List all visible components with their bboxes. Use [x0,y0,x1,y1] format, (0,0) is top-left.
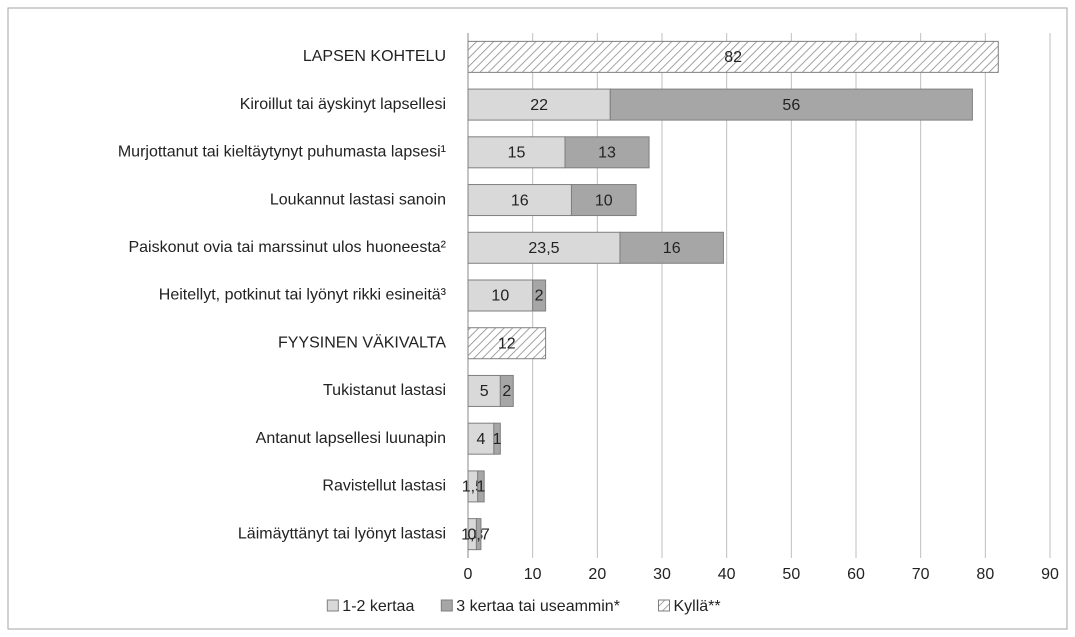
y-tick-label: Antanut lapsellesi luunapin [256,430,446,447]
data-label: 22 [530,97,548,114]
bar [619,231,724,264]
x-tick-label: 40 [718,566,736,583]
bar [477,470,485,503]
bar [467,279,534,312]
bar [499,374,514,407]
y-tick-label: LAPSEN KOHTELU [303,48,446,65]
x-tick-label: 10 [524,566,542,583]
legend-label: 3 kertaa tai useammin* [456,598,620,615]
bar [564,136,650,169]
data-label: 82 [724,49,742,66]
x-tick-label: 50 [782,566,800,583]
bar [475,518,482,551]
data-label: 56 [782,97,800,114]
data-label: 1 [476,479,485,496]
data-label: 2 [502,383,511,400]
y-tick-label: Tukistanut lastasi [323,382,446,399]
bar [467,40,999,73]
bar [609,88,973,121]
x-tick-label: 60 [847,566,865,583]
x-tick-label: 30 [653,566,671,583]
data-label: 1 [493,431,502,448]
bar [532,279,547,312]
data-label: 2 [535,288,544,305]
legend-swatch [326,599,339,612]
x-tick-label: 70 [912,566,930,583]
chart-border [7,7,1068,630]
bar [467,327,547,360]
data-label: 10 [595,192,613,209]
legend-swatch [440,599,453,612]
data-label: 0,7 [468,526,490,543]
data-label: 16 [663,240,681,257]
data-label: 4 [476,431,485,448]
bar [467,422,495,455]
data-label: 5 [480,383,489,400]
y-tick-label: Heitellyt, potkinut tai lyönyt rikki esi… [159,287,447,304]
data-label: 16 [511,192,529,209]
x-tick-label: 90 [1041,566,1059,583]
y-tick-label: Läimäyttänyt tai lyönyt lastasi [238,525,446,542]
data-label: 23,5 [528,240,559,257]
bar [467,184,572,217]
data-label: 12 [498,335,516,352]
x-tick-label: 0 [464,566,473,583]
y-tick-label: FYYSINEN VÄKIVALTA [278,333,446,351]
y-tick-label: Kiroillut tai äyskinyt lapsellesi [240,96,446,113]
x-tick-label: 80 [976,566,994,583]
bar [467,374,501,407]
y-tick-label: Loukannut lastasi sanoin [270,191,446,208]
data-label: 10 [491,288,509,305]
bar [467,231,621,264]
data-label: 15 [508,145,526,162]
legend-swatch [658,599,670,612]
y-tick-label: Ravistellut lastasi [322,478,446,495]
y-tick-label: Paiskonut ovia tai marssinut ulos huonee… [128,239,446,256]
data-label: 13 [598,145,616,162]
y-tick-label: Murjottanut tai kieltäytynyt puhumasta l… [118,144,446,161]
bar [493,422,501,455]
x-tick-label: 20 [588,566,606,583]
legend-label: Kyllä** [674,598,721,615]
bar [570,184,637,217]
legend-label: 1-2 kertaa [342,598,414,615]
